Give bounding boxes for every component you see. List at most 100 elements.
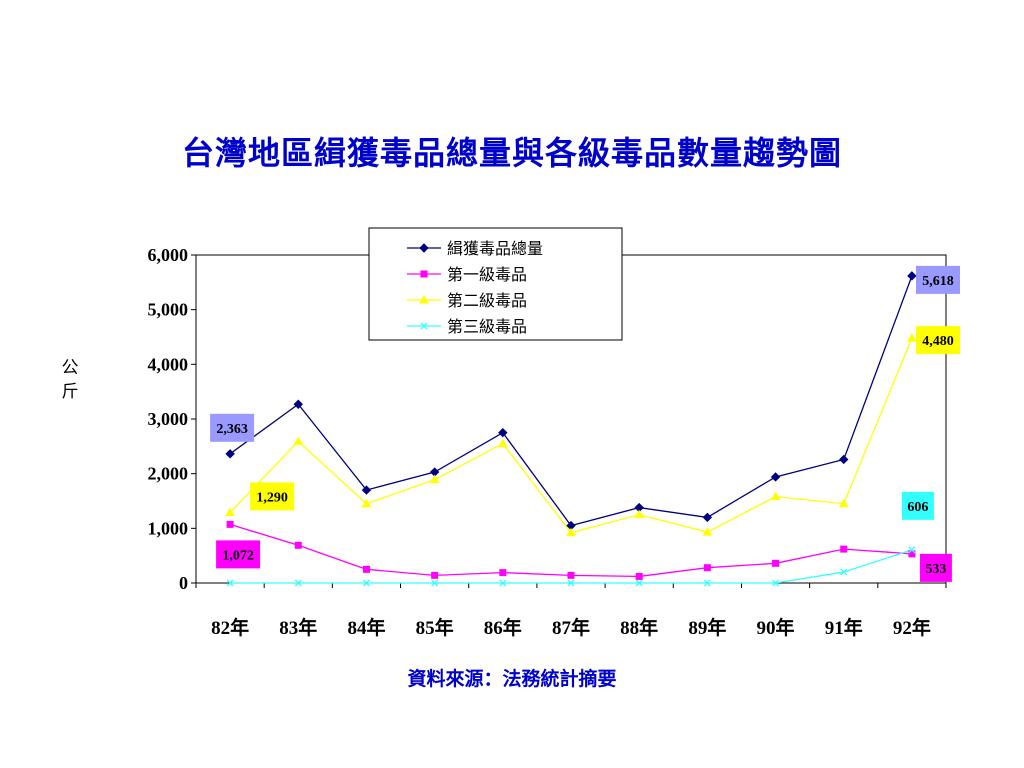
data-label-box	[901, 491, 934, 520]
x-stroke	[294, 579, 302, 587]
data-label: 1,072	[216, 540, 261, 569]
legend-marker	[420, 270, 428, 278]
legend-label: 第一級毒品	[447, 265, 527, 284]
y-tick-label: 0	[179, 573, 188, 593]
data-label-box	[916, 265, 960, 294]
x-stroke	[908, 546, 916, 554]
x-tick-label: 89年	[688, 616, 726, 639]
data-label-text: 1,290	[256, 490, 288, 505]
data-label-text: 1,072	[222, 548, 254, 563]
x-stroke	[499, 579, 507, 587]
data-point	[634, 509, 645, 519]
data-point	[362, 579, 370, 587]
data-point	[907, 333, 917, 342]
x-tick-label: 85年	[416, 616, 454, 639]
data-label-text: 533	[925, 562, 946, 577]
data-point	[838, 498, 849, 508]
x-stroke	[703, 579, 711, 587]
data-point	[431, 579, 439, 587]
data-label-text: 2,363	[216, 422, 248, 437]
x-stroke	[840, 568, 848, 576]
chart-title: 台灣地區緝獲毒品總量與各級毒品數量趨勢圖	[181, 134, 842, 172]
data-point	[499, 569, 507, 577]
data-point	[703, 579, 711, 587]
legend-label: 第二級毒品	[447, 291, 527, 310]
legend-marker	[420, 322, 428, 330]
y-tick-label: 2,000	[148, 464, 189, 484]
data-label: 1,290	[250, 482, 295, 511]
data-label-box	[210, 413, 255, 442]
y-tick-label: 6,000	[148, 245, 189, 265]
source-note: 資料來源：法務統計摘要	[407, 668, 617, 690]
legend-marker	[419, 294, 429, 304]
data-point	[225, 449, 235, 459]
data-point	[770, 491, 781, 501]
x-stroke	[772, 579, 780, 587]
data-label-box	[216, 540, 261, 569]
data-point	[431, 571, 439, 579]
data-label-text: 4,480	[922, 334, 954, 349]
y-axis-ticks: 0 1,000 2,000 3,000 4,000 5,000 6,000	[148, 245, 196, 593]
data-point	[293, 399, 303, 409]
data-point	[499, 579, 507, 587]
data-point	[429, 474, 440, 484]
data-point	[361, 485, 372, 495]
legend-entry: 第二級毒品	[407, 291, 527, 310]
data-point	[294, 541, 302, 549]
legend-box	[368, 227, 623, 341]
data-point	[702, 527, 713, 536]
x-stroke	[226, 579, 234, 587]
data-point	[635, 579, 643, 587]
data-label-box	[916, 326, 960, 355]
x-stroke	[420, 322, 428, 330]
data-point	[907, 271, 917, 281]
data-label: 4,480	[916, 326, 960, 355]
data-point	[226, 579, 234, 587]
legend-entry: 緝獲毒品總量	[407, 239, 543, 258]
data-point	[840, 545, 848, 553]
line-chart: 0 1,000 2,000 3,000 4,000 5,000 6,000 82年 83年 84…	[148, 227, 960, 639]
data-point	[702, 512, 713, 523]
y-tick-label: 1,000	[148, 518, 189, 538]
data-point	[635, 572, 643, 580]
data-label: 533	[919, 553, 952, 582]
data-point	[362, 565, 370, 573]
data-point	[361, 498, 372, 508]
data-label: 606	[901, 491, 934, 520]
data-label-text: 606	[907, 500, 928, 515]
data-point	[497, 438, 508, 448]
x-stroke	[362, 579, 370, 587]
data-point	[908, 550, 916, 558]
x-tick-label: 86年	[484, 616, 522, 639]
data-point	[770, 472, 781, 482]
x-tick-label: 90年	[757, 616, 795, 639]
data-point	[567, 571, 575, 579]
data-point	[498, 427, 508, 438]
data-point	[840, 568, 848, 576]
x-tick-label: 91年	[825, 616, 863, 639]
data-point	[908, 546, 916, 554]
legend-label: 第三級毒品	[447, 317, 527, 336]
data-label-box	[250, 482, 295, 511]
data-point	[294, 579, 302, 587]
x-tick-label: 88年	[620, 616, 658, 639]
data-label-text: 5,618	[922, 274, 954, 289]
legend-label: 緝獲毒品總量	[447, 239, 543, 258]
x-tick-label: 87年	[552, 616, 590, 639]
x-stroke	[567, 579, 575, 587]
series-line-3	[229, 337, 913, 534]
data-point	[839, 454, 849, 465]
data-label: 5,618	[916, 265, 960, 294]
data-point	[293, 436, 304, 445]
x-tick-label: 92年	[893, 616, 931, 639]
x-stroke	[635, 579, 643, 587]
x-tick-label: 84年	[347, 616, 385, 639]
x-tick-label: 82年	[211, 616, 249, 639]
x-tick-label: 83年	[279, 616, 317, 639]
data-label-box	[919, 553, 952, 582]
data-point	[567, 579, 575, 587]
y-tick-label: 3,000	[148, 409, 189, 429]
data-labels: 2,363 5,618 1,290 4,480 1,072 533 606	[210, 265, 960, 582]
legend-entry: 第三級毒品	[407, 317, 527, 336]
